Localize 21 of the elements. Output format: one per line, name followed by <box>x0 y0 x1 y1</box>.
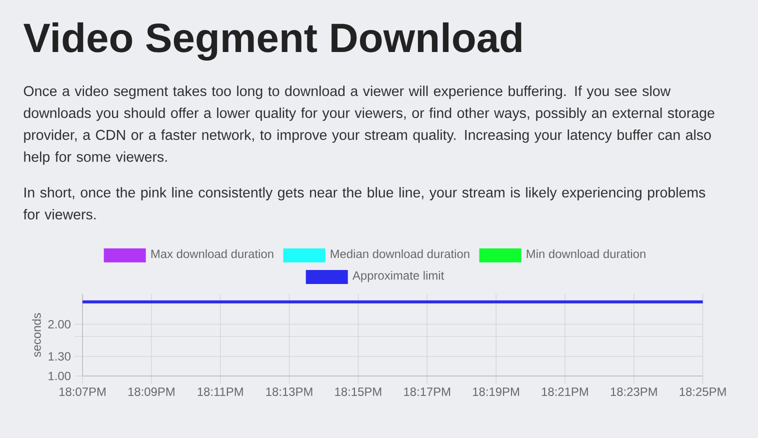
x-tick-label: 18:15PM <box>335 387 382 396</box>
x-tick-label: 18:11PM <box>198 387 243 396</box>
x-tick-label: 18:17PM <box>404 387 450 396</box>
x-tick-label: 18:21PM <box>542 387 588 396</box>
x-tick-label: 18:13PM <box>266 387 312 396</box>
x-tick-label: 18:23PM <box>610 387 657 396</box>
x-tick-label: 18:09PM <box>128 387 174 396</box>
y-tick-label: 1.00 <box>48 372 71 380</box>
y-axis-title: seconds <box>32 313 41 357</box>
x-tick-label: 18:19PM <box>473 387 519 396</box>
x-tick-label: 18:25PM <box>680 387 726 396</box>
legend-label: Median download duration <box>330 249 470 258</box>
y-tick-label: 2.00 <box>48 320 71 328</box>
chart-subtitle: Once a video segment takes too long to download a viewer will experience buffering. If you see slow downloads you should offer a lower quality for your viewers, or find other ways, possibly an external storage provider, a CDN or a faster network, to improve your stream quality. Increasing your latency buffer can also help for some viewers. <box>24 86 714 165</box>
x-tick-label: 18:07PM <box>59 387 106 396</box>
legend-label: Max download duration <box>151 249 274 258</box>
y-tick-label: 1.30 <box>48 352 71 361</box>
text: In short, once the pink line consistently gets near the blue line, your stream is likely experiencing problems for viewers. <box>23 187 706 220</box>
legend-label: Min download duration <box>526 249 646 258</box>
legend-label: Approximate limit <box>352 270 444 282</box>
chart-title: Video Segment Download <box>23 22 522 61</box>
